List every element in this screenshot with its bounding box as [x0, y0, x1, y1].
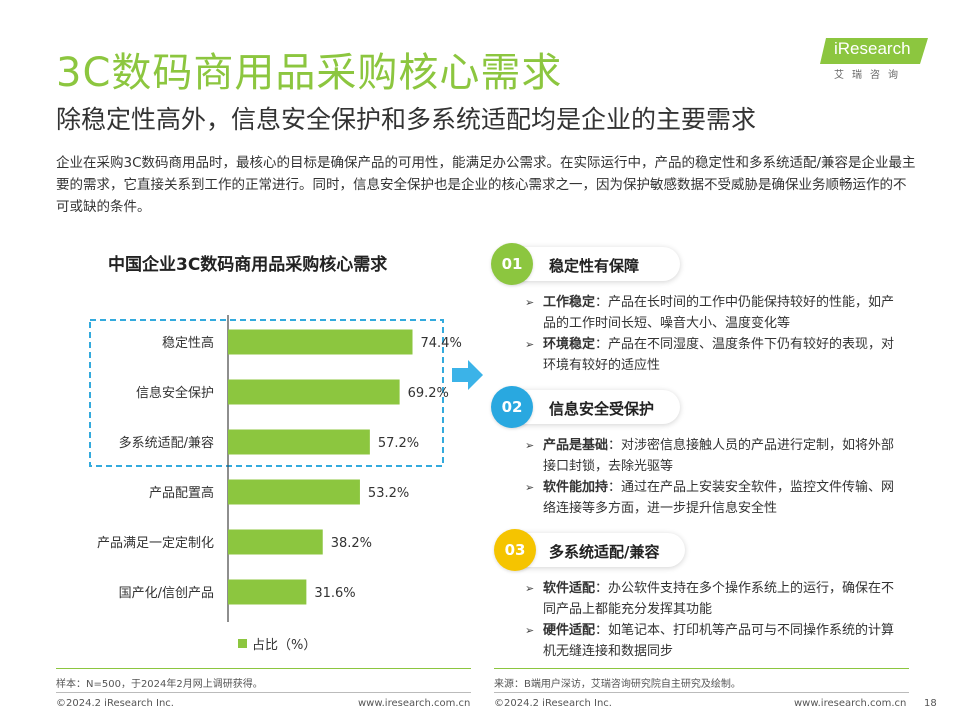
- triangle-bullet-icon: ➢: [525, 624, 535, 637]
- section-02-bullet-2: ➢ 软件能加持：通过在产品上安装安全软件，监控文件传输、网络连接等多方面，进一步…: [525, 477, 897, 519]
- bar: [228, 379, 400, 405]
- section-03-bullet-2: ➢ 硬件适配：如笔记本、打印机等产品可与不同操作系统的计算机无缝连接和数据同步: [525, 620, 897, 662]
- footer-rule-left: [56, 668, 471, 669]
- triangle-bullet-icon: ➢: [525, 338, 535, 351]
- category-label: 稳定性高: [162, 335, 214, 351]
- triangle-bullet-icon: ➢: [525, 481, 535, 494]
- section-02-title: 信息安全受保护: [549, 400, 655, 418]
- category-label: 产品配置高: [149, 485, 214, 501]
- legend-label: 占比（%）: [252, 638, 316, 653]
- footer-rule-right: [494, 668, 909, 669]
- footer-divider-left: [56, 692, 471, 693]
- section-03-title: 多系统适配/兼容: [549, 543, 660, 561]
- bar: [228, 429, 370, 455]
- brand-logo: iResearch 艾瑞咨询: [820, 36, 932, 84]
- triangle-bullet-icon: ➢: [525, 296, 535, 309]
- triangle-bullet-icon: ➢: [525, 439, 535, 452]
- section-03-badge: 03: [494, 529, 536, 571]
- page-number: 18: [924, 698, 937, 709]
- intro-paragraph: 企业在采购3C数码商用品时，最核心的目标是确保产品的可用性，能满足办公需求。在实…: [56, 155, 916, 215]
- data-label: 31.6%: [314, 586, 355, 601]
- section-01-badge: 01: [491, 243, 533, 285]
- triangle-bullet-icon: ➢: [525, 582, 535, 595]
- website-link-left[interactable]: www.iresearch.com.cn: [358, 698, 471, 709]
- logo-shape: [820, 38, 928, 64]
- category-label: 信息安全保护: [136, 385, 214, 401]
- right-arrow-icon: [452, 360, 483, 390]
- data-label: 57.2%: [378, 436, 419, 451]
- section-01-bullet-1: ➢ 工作稳定：产品在长时间的工作中仍能保持较好的性能，如产品的工作时间长短、噪音…: [525, 292, 897, 334]
- logo-brand-text: iResearch: [834, 39, 911, 58]
- bar: [228, 479, 360, 505]
- chart-title: 中国企业3C数码商用品采购核心需求: [108, 255, 388, 275]
- category-label: 国产化/信创产品: [119, 586, 214, 601]
- source-note: 来源：B端用户深访，艾瑞咨询研究院自主研究及绘制。: [494, 679, 741, 690]
- section-03-bullet-1: ➢ 软件适配：办公软件支持在多个操作系统上的运行，确保在不同产品上都能充分发挥其…: [525, 578, 897, 620]
- data-label: 74.4%: [421, 336, 462, 351]
- data-label: 38.2%: [331, 536, 372, 551]
- page-subtitle: 除稳定性高外，信息安全保护和多系统适配均是企业的主要需求: [56, 105, 757, 134]
- section-01-bullet-2: ➢ 环境稳定：产品在不同湿度、温度条件下仍有较好的表现，对环境有较好的适应性: [525, 334, 897, 376]
- bar: [228, 329, 413, 355]
- bar-chart: 稳定性高 74.4% 信息安全保护 69.2% 多系统适配/兼容 57.2% 产品配置高 53…: [89, 315, 462, 653]
- page-title: 3C数码商用品采购核心需求: [56, 50, 563, 96]
- section-02-bullet-1: ➢ 产品是基础：对涉密信息接触人员的产品进行定制，如将外部接口封锁，去除光驱等: [525, 435, 897, 477]
- footer-divider-right: [494, 692, 909, 693]
- category-label: 产品满足一定定制化: [97, 536, 214, 551]
- category-label: 多系统适配/兼容: [119, 435, 214, 451]
- data-label: 53.2%: [368, 486, 409, 501]
- bar: [228, 579, 307, 605]
- website-link-right[interactable]: www.iresearch.com.cn: [794, 698, 907, 709]
- legend-swatch: [238, 639, 247, 648]
- sample-note: 样本：N=500，于2024年2月网上调研获得。: [56, 679, 263, 690]
- copyright-right: ©2024.2 iResearch Inc.: [494, 698, 612, 709]
- bar: [228, 529, 323, 555]
- section-01-title: 稳定性有保障: [549, 257, 640, 275]
- logo-sub-text: 艾瑞咨询: [834, 70, 906, 81]
- highlight-box: [89, 319, 444, 467]
- section-02-badge: 02: [491, 386, 533, 428]
- copyright-left: ©2024.2 iResearch Inc.: [56, 698, 174, 709]
- data-label: 69.2%: [408, 386, 449, 401]
